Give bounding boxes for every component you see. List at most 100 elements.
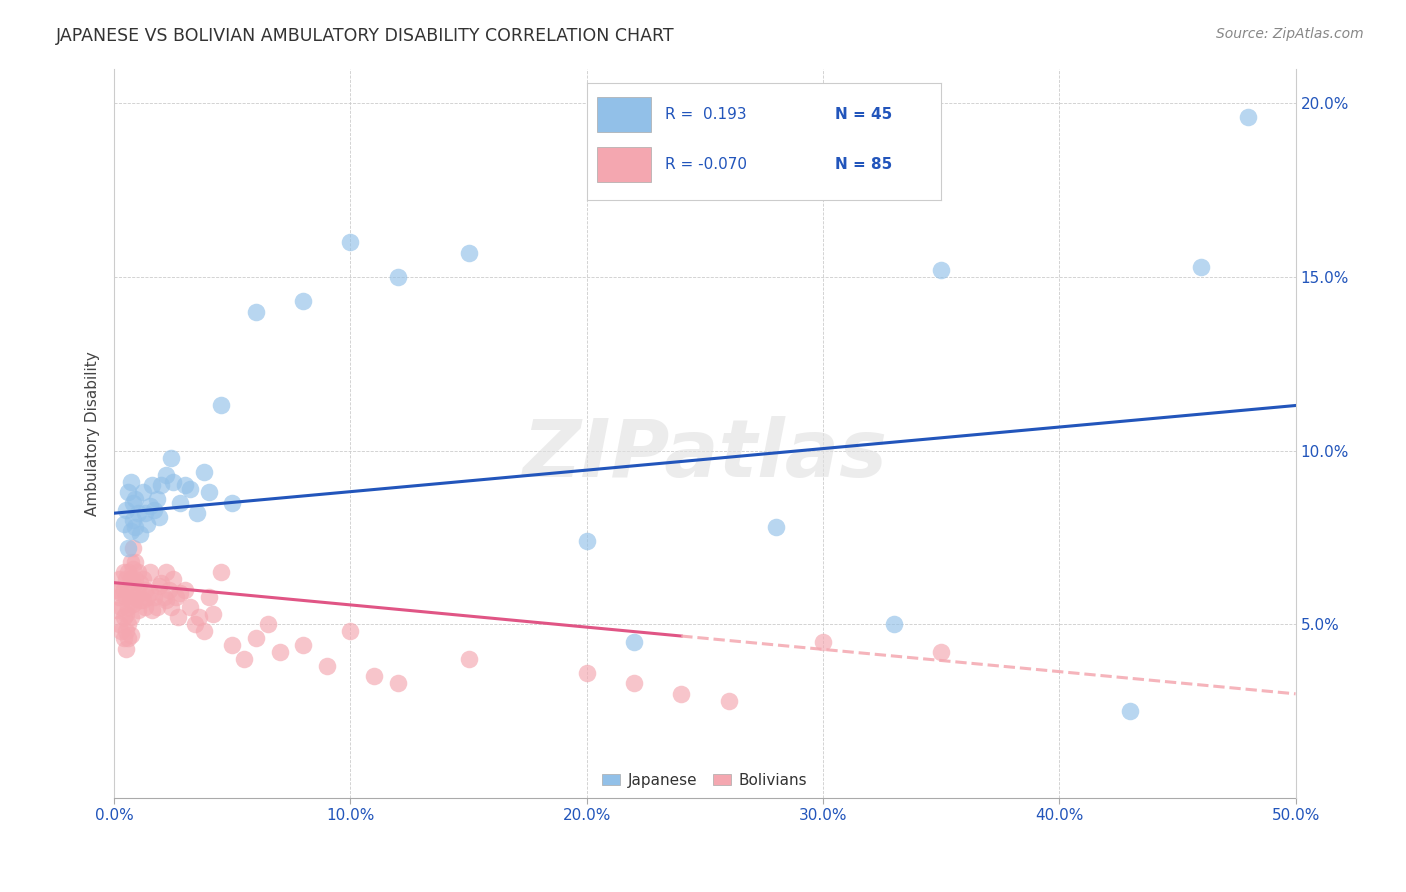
- Point: [112, 566, 135, 580]
- Point: [108, 617, 131, 632]
- Text: JAPANESE VS BOLIVIAN AMBULATORY DISABILITY CORRELATION CHART: JAPANESE VS BOLIVIAN AMBULATORY DISABILI…: [56, 27, 675, 45]
- Point: [120, 593, 142, 607]
- Point: [1237, 110, 1260, 124]
- Text: Source: ZipAtlas.com: Source: ZipAtlas.com: [1216, 27, 1364, 41]
- Point: [671, 687, 693, 701]
- Point: [108, 572, 131, 586]
- Point: [193, 624, 215, 639]
- Point: [120, 572, 142, 586]
- Point: [138, 500, 160, 514]
- Point: [120, 524, 142, 538]
- Point: [129, 575, 152, 590]
- Point: [315, 659, 337, 673]
- Point: [193, 465, 215, 479]
- Point: [124, 492, 146, 507]
- Point: [124, 520, 146, 534]
- Point: [169, 586, 191, 600]
- Point: [811, 634, 834, 648]
- Point: [157, 582, 180, 597]
- Point: [112, 610, 135, 624]
- Point: [122, 579, 145, 593]
- Point: [120, 475, 142, 489]
- Point: [117, 566, 139, 580]
- Point: [112, 582, 135, 597]
- Point: [117, 599, 139, 614]
- Point: [183, 617, 205, 632]
- Point: [150, 478, 173, 492]
- Point: [209, 566, 232, 580]
- Point: [165, 590, 187, 604]
- Point: [112, 516, 135, 531]
- Point: [169, 496, 191, 510]
- Point: [120, 555, 142, 569]
- Point: [117, 582, 139, 597]
- Point: [457, 245, 479, 260]
- Point: [179, 482, 201, 496]
- Point: [145, 599, 167, 614]
- Point: [143, 590, 166, 604]
- Point: [148, 509, 170, 524]
- Point: [174, 582, 197, 597]
- Point: [110, 599, 132, 614]
- Point: [256, 617, 278, 632]
- Point: [160, 450, 183, 465]
- Point: [765, 520, 787, 534]
- Point: [292, 294, 315, 309]
- Point: [387, 676, 409, 690]
- Point: [105, 603, 128, 617]
- Point: [174, 478, 197, 492]
- Point: [127, 586, 149, 600]
- Point: [131, 593, 153, 607]
- Point: [120, 610, 142, 624]
- Point: [575, 533, 598, 548]
- Point: [929, 263, 952, 277]
- Point: [127, 603, 149, 617]
- Point: [127, 566, 149, 580]
- Point: [117, 485, 139, 500]
- Point: [141, 478, 163, 492]
- Point: [245, 632, 267, 646]
- Point: [160, 599, 183, 614]
- Point: [188, 610, 211, 624]
- Point: [138, 586, 160, 600]
- Point: [145, 492, 167, 507]
- Point: [292, 638, 315, 652]
- Point: [122, 496, 145, 510]
- Point: [122, 562, 145, 576]
- Point: [929, 645, 952, 659]
- Text: ZIPatlas: ZIPatlas: [523, 417, 887, 494]
- Point: [110, 586, 132, 600]
- Point: [120, 628, 142, 642]
- Point: [117, 632, 139, 646]
- Point: [202, 607, 225, 621]
- Point: [112, 632, 135, 646]
- Point: [233, 652, 256, 666]
- Point: [124, 590, 146, 604]
- Point: [339, 624, 361, 639]
- Point: [143, 502, 166, 516]
- Point: [339, 235, 361, 250]
- Point: [221, 496, 243, 510]
- Point: [105, 582, 128, 597]
- Point: [124, 555, 146, 569]
- Point: [575, 665, 598, 680]
- Point: [623, 634, 645, 648]
- Point: [122, 541, 145, 555]
- Point: [136, 590, 159, 604]
- Point: [363, 669, 385, 683]
- Point: [122, 597, 145, 611]
- Point: [245, 304, 267, 318]
- Point: [141, 603, 163, 617]
- Point: [221, 638, 243, 652]
- Point: [115, 590, 138, 604]
- Point: [136, 516, 159, 531]
- Point: [134, 506, 156, 520]
- Point: [148, 579, 170, 593]
- Point: [1119, 704, 1142, 718]
- Point: [117, 541, 139, 555]
- Point: [115, 641, 138, 656]
- Point: [108, 590, 131, 604]
- Point: [387, 269, 409, 284]
- Point: [134, 582, 156, 597]
- Point: [197, 485, 219, 500]
